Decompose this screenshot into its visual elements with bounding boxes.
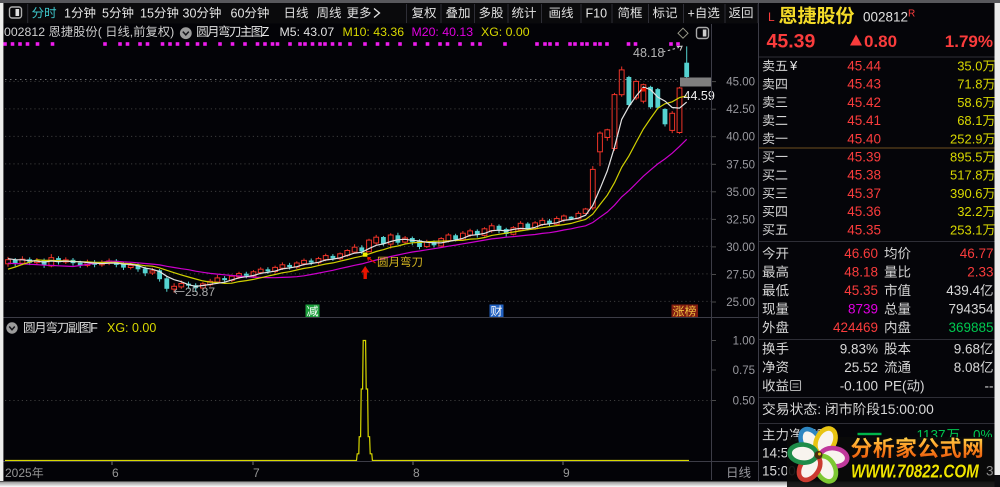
svg-text:5: 5 — [102, 6, 109, 20]
svg-text:45.39: 45.39 — [847, 150, 881, 165]
svg-text:XG: 0.00: XG: 0.00 — [107, 321, 156, 335]
svg-text:2.33: 2.33 — [967, 265, 993, 280]
svg-text:68.1: 68.1 — [957, 113, 982, 128]
svg-text:45.43: 45.43 — [847, 77, 881, 92]
svg-text:¥: ¥ — [789, 58, 798, 73]
svg-text:15:00:00: 15:00:00 — [880, 402, 934, 417]
svg-text:8739: 8739 — [848, 302, 878, 317]
svg-text:35.0: 35.0 — [957, 59, 982, 74]
svg-text:30: 30 — [183, 6, 197, 20]
svg-text:9.83%: 9.83% — [840, 342, 878, 357]
svg-text:46.60: 46.60 — [844, 246, 878, 261]
svg-text:44.59: 44.59 — [684, 89, 715, 103]
svg-text:794354: 794354 — [949, 302, 995, 317]
svg-text:6: 6 — [112, 466, 119, 480]
svg-text:7: 7 — [253, 466, 260, 480]
svg-text:R: R — [908, 9, 915, 20]
svg-text:42.50: 42.50 — [726, 104, 755, 116]
svg-text:30.00: 30.00 — [726, 242, 755, 254]
svg-text:45.41: 45.41 — [847, 113, 881, 128]
svg-text:8: 8 — [413, 466, 420, 480]
svg-text:1: 1 — [64, 6, 71, 20]
svg-text:+: + — [688, 6, 695, 20]
svg-text:45.40: 45.40 — [847, 131, 881, 146]
svg-text:M5: 43.07: M5: 43.07 — [280, 25, 335, 39]
svg-text:--: -- — [985, 379, 994, 394]
svg-text:60: 60 — [231, 6, 245, 20]
svg-text:F10: F10 — [586, 6, 608, 20]
svg-text:45.35: 45.35 — [844, 283, 878, 298]
svg-text:32.2: 32.2 — [957, 204, 982, 219]
svg-text:37.50: 37.50 — [726, 159, 755, 171]
svg-text:48.18: 48.18 — [844, 265, 878, 280]
svg-text:45.44: 45.44 — [847, 59, 881, 74]
svg-text:8.08: 8.08 — [954, 360, 980, 375]
svg-text:PE(: PE( — [884, 379, 907, 394]
svg-text:-0.100: -0.100 — [840, 379, 878, 394]
svg-text:1.79%: 1.79% — [945, 32, 993, 51]
svg-text:45.42: 45.42 — [847, 95, 881, 110]
svg-text:XG: 0.00: XG: 0.00 — [481, 25, 530, 39]
svg-text:40.00: 40.00 — [726, 132, 755, 144]
svg-text:M20: 40.13: M20: 40.13 — [412, 25, 474, 39]
svg-text:9.68: 9.68 — [954, 342, 980, 357]
svg-text:45.35: 45.35 — [847, 222, 881, 237]
svg-text:45.38: 45.38 — [847, 168, 881, 183]
svg-text:71.8: 71.8 — [957, 77, 982, 92]
svg-text:45.36: 45.36 — [847, 204, 881, 219]
svg-text:2025: 2025 — [5, 466, 32, 480]
svg-text:252.9: 252.9 — [950, 131, 983, 146]
svg-text:27.50: 27.50 — [726, 270, 755, 282]
svg-text:1.00: 1.00 — [733, 336, 755, 348]
svg-text:25.87: 25.87 — [185, 285, 215, 299]
svg-text:002812: 002812 — [863, 10, 908, 25]
svg-text:390.6: 390.6 — [950, 186, 983, 201]
svg-text:32.50: 32.50 — [726, 214, 755, 226]
svg-text:15: 15 — [140, 6, 154, 20]
svg-text:25.00: 25.00 — [726, 297, 755, 309]
svg-text:45.39: 45.39 — [767, 31, 816, 53]
svg-text:9: 9 — [563, 466, 570, 480]
svg-text:002812: 002812 — [4, 25, 45, 39]
svg-text:): ) — [170, 25, 174, 39]
svg-text:253.1: 253.1 — [950, 222, 983, 237]
svg-text:25.52: 25.52 — [844, 360, 878, 375]
svg-text:Z: Z — [262, 25, 270, 39]
svg-text:3: 3 — [986, 464, 994, 479]
svg-text:424469: 424469 — [833, 320, 878, 335]
svg-text::: : — [817, 402, 821, 417]
svg-text:45.37: 45.37 — [847, 186, 881, 201]
svg-text:58.6: 58.6 — [957, 95, 982, 110]
svg-text:M10: 43.36: M10: 43.36 — [343, 25, 405, 39]
svg-text:46.77: 46.77 — [960, 246, 994, 261]
svg-text:WWW.70822.COM: WWW.70822.COM — [851, 461, 980, 482]
svg-text:369885: 369885 — [949, 320, 994, 335]
svg-text:0.80: 0.80 — [864, 32, 897, 51]
svg-text:): ) — [920, 379, 925, 394]
svg-text:(: ( — [98, 25, 103, 39]
svg-text:35.00: 35.00 — [726, 187, 755, 199]
svg-text:L: L — [768, 10, 775, 24]
svg-text:0.75: 0.75 — [733, 365, 755, 377]
svg-text:48.18: 48.18 — [633, 46, 664, 60]
svg-text:45.00: 45.00 — [726, 77, 755, 89]
svg-text:517.8: 517.8 — [950, 168, 983, 183]
svg-text:895.5: 895.5 — [950, 150, 983, 165]
svg-text:F: F — [90, 321, 98, 335]
svg-text:,: , — [130, 25, 133, 39]
svg-text:0.50: 0.50 — [733, 396, 755, 408]
svg-text:439.4: 439.4 — [946, 283, 980, 298]
